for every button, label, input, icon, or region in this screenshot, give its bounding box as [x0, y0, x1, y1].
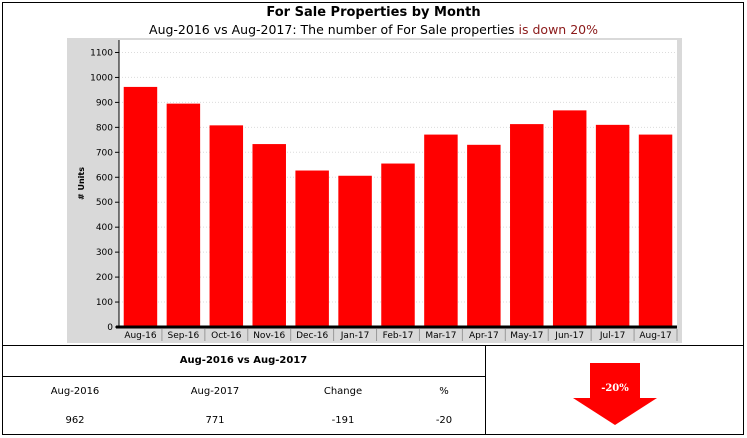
x-tick-label: Jan-17 — [340, 331, 370, 341]
bar — [467, 144, 501, 327]
bar — [424, 134, 458, 327]
y-axis-label: # Units — [77, 167, 86, 200]
y-tick-label: 800 — [96, 123, 113, 133]
x-tick-label: Aug-16 — [124, 331, 157, 341]
comparison-header-aug-2017: Aug-2017 — [190, 386, 240, 397]
bar — [595, 124, 630, 327]
y-tick-label: 300 — [96, 248, 113, 258]
x-tick-label: Nov-16 — [253, 331, 285, 341]
change-indicator-label: -20% — [601, 383, 629, 394]
x-tick-label: Sep-16 — [168, 331, 200, 341]
bar-chart: 0 100 200 300 400 500 600 700 800 900 1000 1100 # Un… — [77, 40, 678, 341]
bar — [552, 110, 587, 328]
y-tick-label: 500 — [96, 198, 113, 208]
chart-subtitle: Aug-2016 vs Aug-2017: The number of For … — [0, 22, 747, 37]
x-tick-label: Feb-17 — [383, 331, 414, 341]
comparison-value-change: -191 — [331, 415, 355, 426]
comparison-value-percent: -20 — [435, 415, 453, 426]
bar — [381, 163, 415, 327]
bar — [166, 103, 201, 327]
x-tick-label: Aug-17 — [639, 331, 671, 341]
bar — [209, 125, 244, 327]
comparison-value-aug-2017: 771 — [205, 415, 225, 426]
divider — [2, 345, 744, 346]
x-tick-label: May-17 — [510, 331, 543, 341]
subtitle-text: Aug-2016 vs Aug-2017: The number of For … — [149, 22, 519, 37]
comparison-header-aug-2016: Aug-2016 — [50, 386, 100, 397]
bar — [252, 144, 286, 327]
x-tick-label: Dec-16 — [296, 331, 328, 341]
bar — [295, 170, 329, 327]
y-tick-label: 1000 — [90, 73, 113, 83]
chart-title: For Sale Properties by Month — [266, 5, 481, 20]
bar — [338, 175, 372, 327]
y-tick-label: 600 — [96, 173, 113, 183]
x-tick-label: Oct-16 — [211, 331, 242, 341]
bar — [638, 134, 673, 327]
y-tick-label: 0 — [107, 323, 113, 333]
y-tick-label: 700 — [96, 148, 113, 158]
comparison-value-aug-2016: 962 — [65, 415, 85, 426]
y-tick-label: 200 — [96, 273, 113, 283]
y-tick-label: 900 — [96, 98, 113, 108]
x-tick-label: Mar-17 — [425, 331, 456, 341]
bar — [123, 86, 158, 327]
comparison-header-percent: % — [439, 386, 449, 397]
x-tick-label: Jul-17 — [599, 331, 626, 341]
y-tick-label: 1100 — [90, 48, 113, 58]
y-tick-label: 100 — [96, 298, 113, 308]
change-indicator: -20% — [573, 363, 657, 425]
x-tick-label: Apr-17 — [469, 331, 499, 341]
divider — [2, 376, 485, 377]
divider — [485, 345, 486, 435]
bar — [510, 124, 544, 327]
comparison-title: Aug-2016 vs Aug-2017 — [179, 355, 308, 366]
y-tick-label: 400 — [96, 223, 113, 233]
x-tick-label: Jun-17 — [554, 331, 584, 341]
subtitle-emphasis: is down 20% — [518, 22, 598, 37]
comparison-header-change: Change — [323, 386, 363, 397]
down-arrow-icon — [573, 363, 657, 425]
